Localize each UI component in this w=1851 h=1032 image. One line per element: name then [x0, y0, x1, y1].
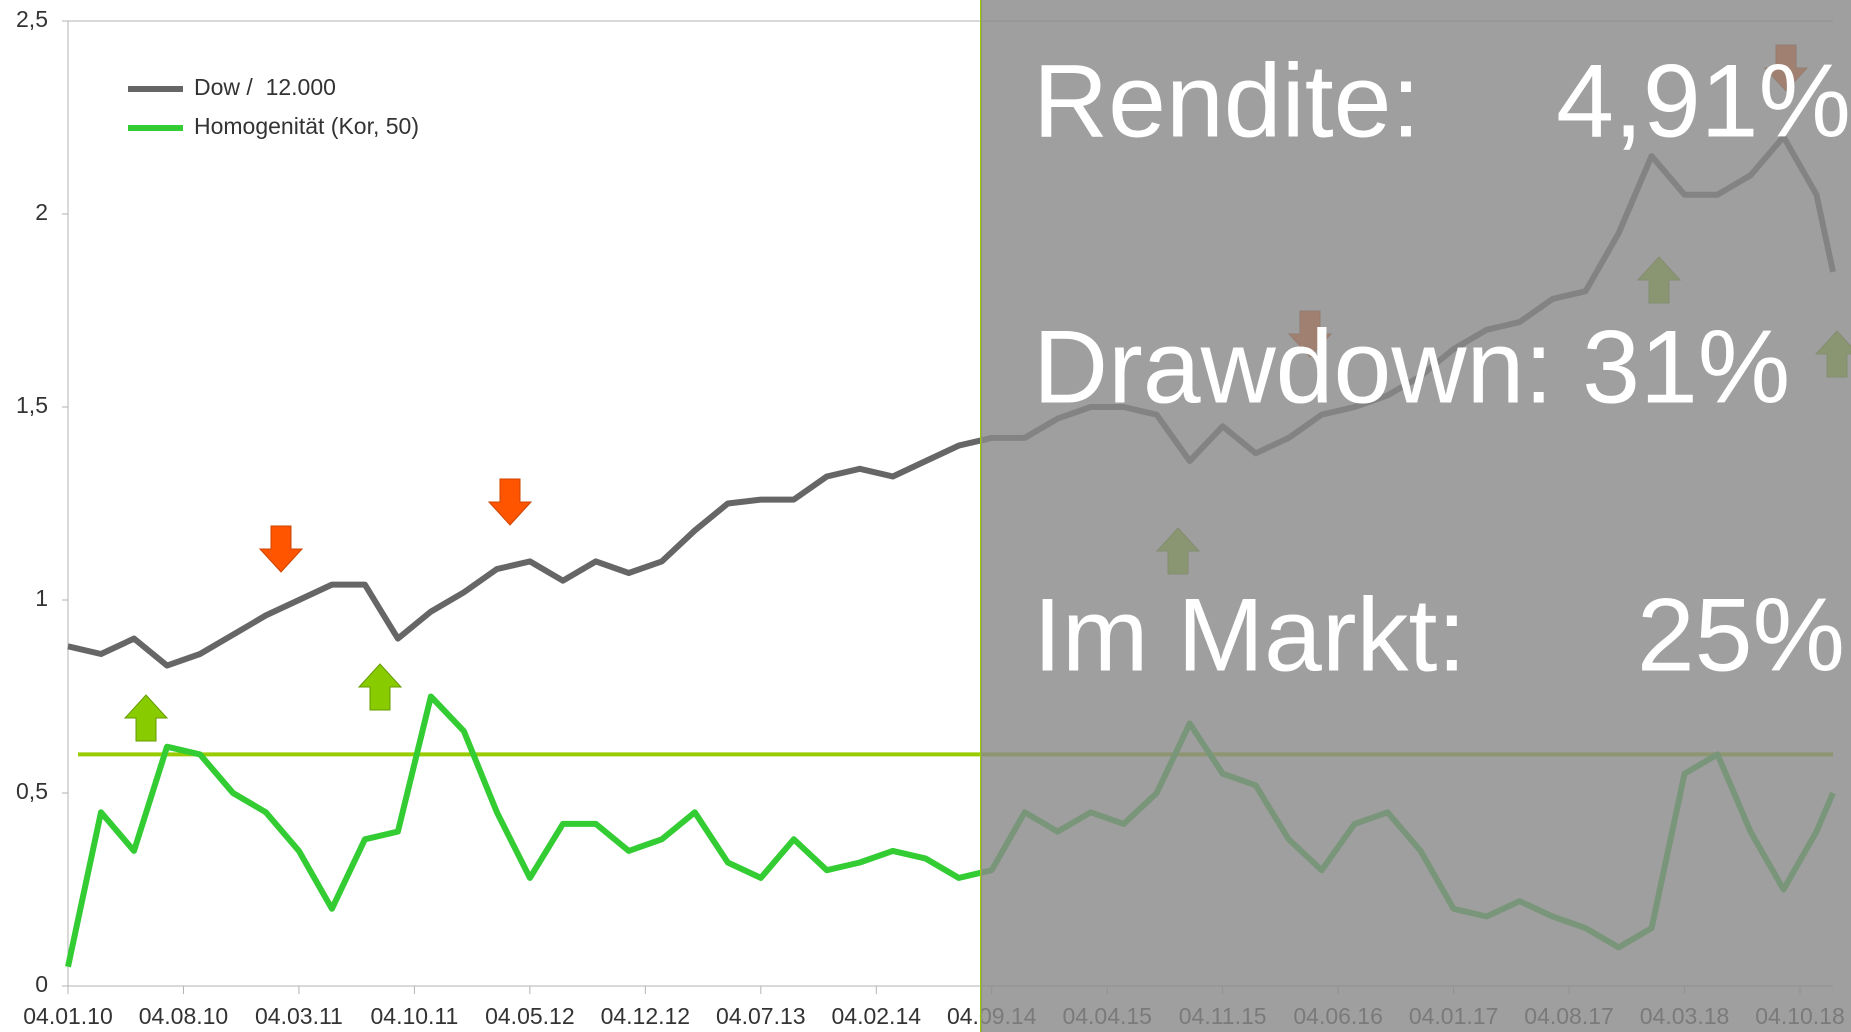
y-tick-label: 2,5: [16, 6, 48, 32]
drawdown: Drawdown: 31%: [1033, 309, 1790, 425]
x-tick-label: 04.12.12: [601, 1003, 691, 1029]
x-tick-label: 04.07.13: [716, 1003, 806, 1029]
x-tick-label: 04.02.14: [832, 1003, 922, 1029]
sell-arrow: [258, 525, 304, 573]
sell-arrow: [487, 478, 533, 526]
y-tick-label: 0: [35, 971, 48, 997]
x-tick-label: 04.03.11: [255, 1003, 343, 1029]
buy-arrow: [123, 694, 169, 742]
y-tick-label: 1,5: [16, 392, 48, 418]
markt-value: 25%: [1637, 577, 1845, 693]
stats: Rendite: 4,91% Drawdown: 31% Im Markt: 2…: [1033, 43, 1851, 693]
rendite-label: Rendite:: [1033, 43, 1420, 159]
out-of-sample-overlay: [981, 0, 1851, 1032]
x-tick-label: 04.05.12: [485, 1003, 575, 1029]
x-tick-label: 04.10.11: [370, 1003, 458, 1029]
y-tick-label: 0,5: [16, 778, 48, 804]
markt-label: Im Markt:: [1033, 577, 1466, 693]
buy-arrow: [357, 663, 403, 711]
x-tick-label: 04.01.10: [23, 1003, 113, 1029]
rendite-value: 4,91%: [1556, 43, 1851, 159]
legend-label: Dow / 12.000: [194, 74, 336, 100]
x-tick-label: 04.08.10: [139, 1003, 229, 1029]
legend-label: Homogenität (Kor, 50): [194, 113, 419, 139]
y-tick-label: 2: [35, 199, 48, 225]
y-tick-label: 1: [35, 585, 48, 611]
